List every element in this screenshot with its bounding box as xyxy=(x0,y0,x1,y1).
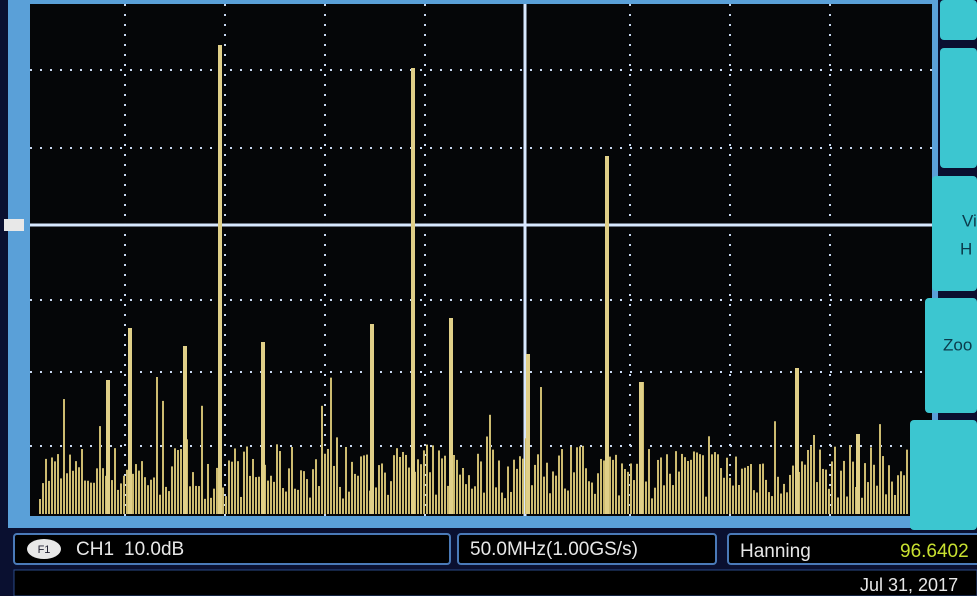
menu-button[interactable] xyxy=(940,0,977,40)
menu-button[interactable] xyxy=(932,176,977,291)
reading-label: 96.6402 xyxy=(900,541,969,562)
date-label: Jul 31, 2017 xyxy=(860,575,958,595)
graticule xyxy=(4,4,932,516)
plot-area xyxy=(30,4,932,516)
span-box xyxy=(457,533,717,565)
side-menu: Vi H Zoo xyxy=(910,0,977,530)
span-label: 50.0MHz(1.00GS/s) xyxy=(470,539,638,560)
date-bar xyxy=(13,569,977,596)
channel-box xyxy=(13,533,451,565)
spectrum-trace xyxy=(39,45,908,514)
menu-label: Vi xyxy=(962,211,977,230)
menu-label: Zoo xyxy=(943,335,972,354)
scale-label: 10.0dB xyxy=(124,539,184,560)
menu-button[interactable] xyxy=(925,298,977,413)
channel-label: CH1 xyxy=(76,539,114,560)
channel-icon xyxy=(27,539,61,559)
window-box xyxy=(727,533,977,565)
menu-button[interactable] xyxy=(940,48,977,168)
channel-icon-label: F1 xyxy=(38,544,51,556)
menu-label: H xyxy=(960,239,972,258)
window-label: Hanning xyxy=(740,541,811,562)
marker xyxy=(4,219,24,231)
menu-button[interactable] xyxy=(910,420,977,530)
